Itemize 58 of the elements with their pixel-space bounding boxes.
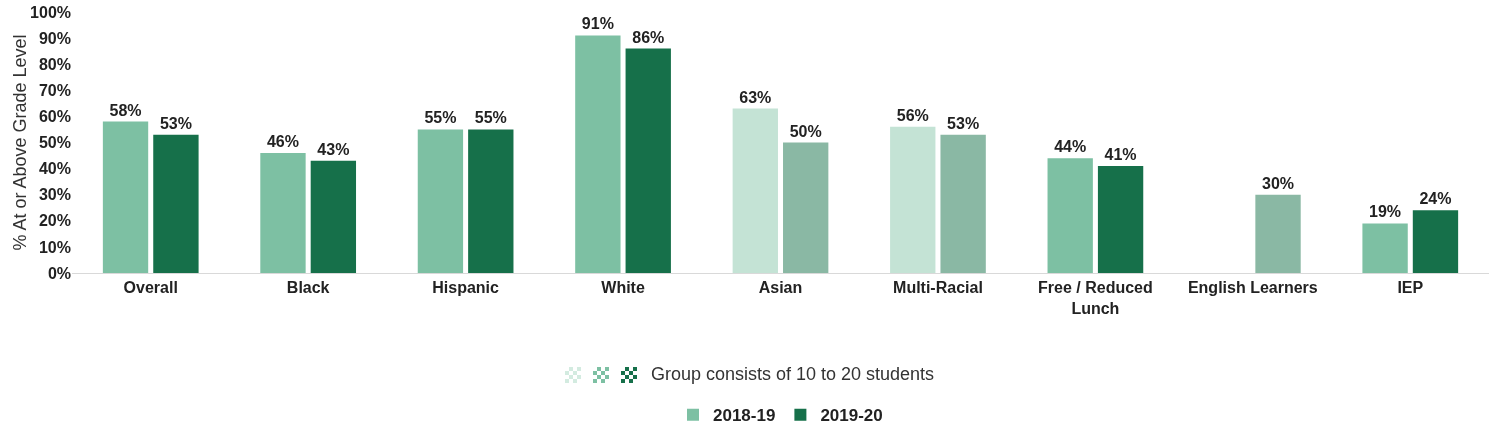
x-tick-label: IEP	[1397, 279, 1424, 297]
data-label: 55%	[424, 109, 457, 127]
data-label: 91%	[581, 15, 614, 33]
bar	[1362, 223, 1408, 273]
data-label: 46%	[266, 132, 299, 150]
data-label: 58%	[109, 101, 142, 119]
y-tick-label: 70%	[38, 81, 71, 99]
x-tick-label: White	[601, 279, 645, 297]
bar	[940, 134, 986, 273]
bar	[153, 134, 199, 273]
data-label: 56%	[896, 106, 929, 124]
y-tick-label: 90%	[38, 29, 71, 47]
text: Group consists of 10 to 20 students	[650, 364, 935, 385]
bar	[468, 129, 514, 273]
x-tick-label: English Learners	[1187, 279, 1318, 297]
bar	[625, 48, 671, 273]
x-tick-label: Overall	[123, 279, 178, 297]
bar	[575, 35, 621, 273]
x-tick-label: Black	[286, 279, 330, 297]
data-label: 53%	[159, 114, 192, 132]
bar	[783, 142, 829, 273]
y-tick-label: 30%	[38, 186, 71, 204]
y-tick-label: 40%	[38, 160, 71, 178]
data-label: 53%	[947, 114, 980, 132]
bar	[417, 129, 464, 273]
bar	[1412, 210, 1459, 273]
x-tick-label: Free / Reduced Lunch	[1038, 279, 1153, 317]
bar	[310, 160, 357, 273]
x-tick-label: Hispanic	[432, 279, 500, 297]
x-tick-label: Multi-Racial	[893, 279, 983, 297]
data-label: 30%	[1262, 174, 1295, 192]
bar	[732, 108, 778, 273]
data-label: 50%	[789, 122, 822, 140]
y-axis-title: % At or Above Grade Level	[10, 34, 30, 251]
y-tick-label: 60%	[38, 108, 71, 125]
y-tick-label: 10%	[38, 238, 71, 256]
bar	[102, 121, 149, 273]
y-tick-label: 80%	[38, 55, 71, 73]
data-label: 41%	[1104, 145, 1137, 163]
data-label: 44%	[1054, 138, 1087, 156]
y-tick-label: 50%	[38, 134, 71, 152]
data-label: 63%	[739, 88, 772, 106]
bar	[1047, 158, 1093, 273]
y-tick-label: 0%	[47, 264, 71, 282]
x-tick-label: Asian	[758, 279, 803, 297]
legend-label: 2018-19	[713, 406, 776, 426]
bar	[1097, 165, 1144, 273]
legend-label: 2019-20	[820, 406, 883, 426]
bar	[260, 152, 306, 273]
y-tick-label: 100%	[30, 3, 71, 21]
data-label: 43%	[317, 140, 350, 158]
data-label: 55%	[474, 109, 507, 127]
data-label: 24%	[1419, 190, 1452, 208]
bar	[1255, 194, 1301, 273]
bar	[890, 126, 936, 273]
data-label: 86%	[632, 28, 665, 46]
y-tick-label: 20%	[38, 212, 71, 230]
data-label: 19%	[1369, 203, 1402, 221]
